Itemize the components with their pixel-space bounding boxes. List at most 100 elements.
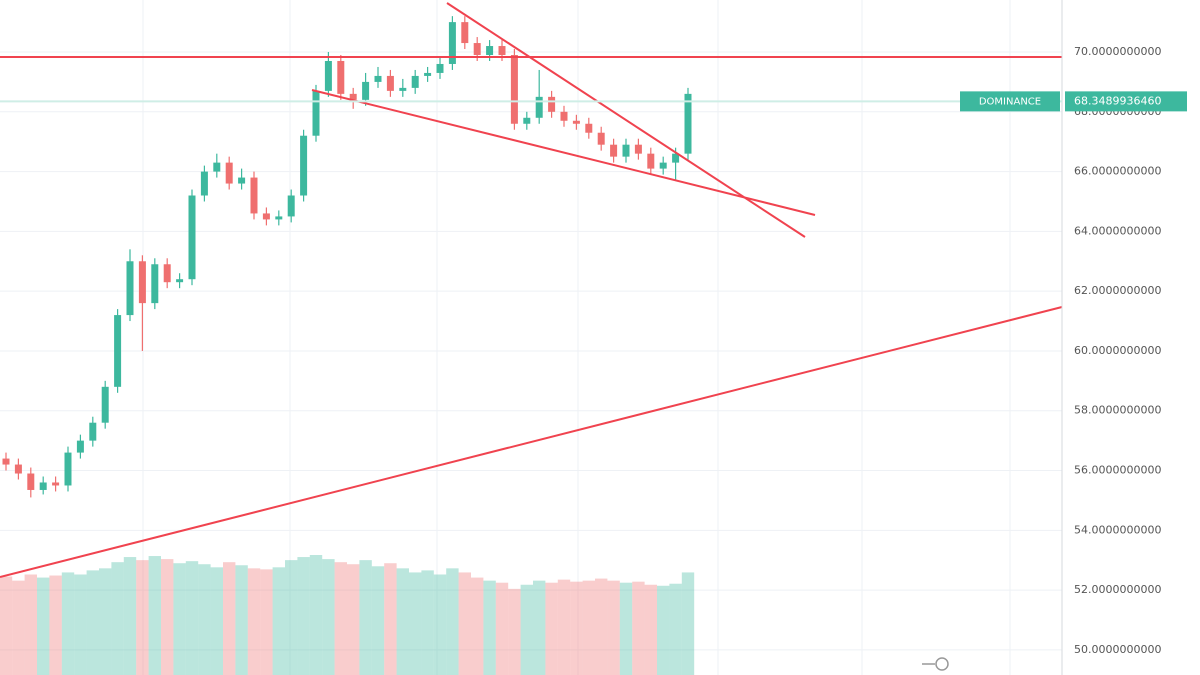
volume-bar	[681, 572, 695, 675]
volume-bar	[371, 566, 385, 675]
price-tag: DOMINANCE 68.3489936460	[0, 91, 1187, 112]
volume-bar	[446, 568, 459, 675]
candle-body	[684, 93, 692, 154]
volume-bar	[12, 580, 25, 675]
candle-body	[659, 162, 667, 169]
candle-body	[64, 452, 72, 486]
volume-bar	[61, 572, 75, 675]
volume-bar	[173, 563, 186, 675]
volume-bar	[384, 563, 397, 675]
price-grid	[0, 51, 1062, 651]
drawings	[0, 2, 1063, 578]
price-axis-labels: 50.0000000000 52.0000000000 54.0000000000 5…	[1074, 45, 1161, 656]
volume-bar	[111, 562, 124, 675]
volume-bar	[49, 575, 62, 675]
candle-body	[386, 75, 394, 91]
candle-body	[597, 132, 605, 145]
candle-body	[647, 153, 655, 169]
volume-bar	[347, 564, 360, 675]
volume-bar	[309, 555, 323, 675]
volume-bars	[0, 555, 695, 675]
candle-body	[188, 195, 196, 280]
candle-body	[473, 43, 481, 56]
candle-body	[250, 177, 258, 214]
candle-body	[262, 213, 270, 220]
volume-bar	[86, 570, 99, 675]
candle-body	[39, 482, 47, 490]
candle-body	[411, 75, 419, 88]
candle-body	[349, 93, 357, 100]
candle-body	[200, 171, 208, 196]
volume-bar	[508, 588, 521, 675]
candle-body	[535, 96, 543, 118]
candle-body	[337, 60, 345, 94]
volume-bar	[322, 559, 335, 675]
candle-body	[27, 473, 35, 490]
candle-body	[14, 464, 22, 474]
candle-body	[461, 22, 469, 44]
candle-body	[176, 279, 184, 283]
candle-body	[312, 90, 320, 136]
candle-body	[101, 386, 109, 423]
y-tick-label: 62.0000000000	[1074, 284, 1161, 297]
volume-bar	[99, 568, 112, 675]
candle-body	[138, 261, 146, 304]
volume-bar	[334, 562, 347, 675]
candle-body	[89, 422, 97, 441]
volume-bar	[520, 584, 533, 675]
volume-bar	[545, 582, 558, 675]
volume-bar	[471, 577, 484, 675]
y-tick-label: 52.0000000000	[1074, 583, 1161, 596]
candle-body	[151, 264, 159, 304]
volume-bar	[235, 565, 248, 675]
y-tick-label: 64.0000000000	[1074, 224, 1161, 237]
volume-bar	[272, 567, 285, 675]
volume-bar	[396, 568, 409, 675]
y-tick-label: 58.0000000000	[1074, 404, 1161, 417]
volume-bar	[285, 560, 298, 675]
volume-bar	[74, 574, 87, 675]
candle-body	[362, 81, 370, 100]
candle-body	[436, 63, 444, 73]
volume-bar	[632, 581, 645, 675]
candles	[2, 16, 692, 498]
y-tick-label: 66.0000000000	[1074, 165, 1161, 178]
candle-body	[374, 75, 382, 82]
candle-body	[76, 440, 84, 453]
candle-body	[622, 144, 630, 157]
volume-bar	[198, 564, 211, 675]
candle-body	[287, 195, 295, 217]
volume-bar	[533, 580, 546, 675]
candle-body	[560, 111, 568, 121]
volume-bar	[557, 579, 571, 675]
wedge-lower-line	[311, 89, 816, 216]
volume-bar	[185, 561, 199, 675]
candle-body	[510, 55, 518, 124]
candle-body	[610, 144, 618, 157]
volume-bar	[0, 576, 13, 675]
volume-bar	[409, 572, 422, 675]
symbol-tag: DOMINANCE	[979, 96, 1041, 107]
volume-bar	[24, 574, 37, 675]
volume-bar	[433, 574, 447, 675]
support-line	[0, 306, 1063, 578]
candle-body	[300, 135, 308, 196]
volume-bar	[644, 584, 657, 675]
volume-bar	[260, 569, 273, 675]
symbol-tag-box	[960, 91, 1060, 112]
last-price-label: 68.3489936460	[1074, 94, 1161, 107]
volume-bar	[136, 560, 149, 675]
candle-body	[238, 177, 246, 184]
candle-body	[213, 162, 221, 172]
volume-bar	[297, 557, 310, 675]
volume-bar	[607, 580, 620, 675]
volume-bar	[619, 582, 633, 675]
volume-bar	[483, 580, 496, 675]
logo	[922, 657, 949, 671]
candle-body	[2, 458, 10, 465]
volume-bar	[210, 567, 223, 675]
candle-body	[448, 22, 456, 64]
candle-body	[275, 216, 283, 220]
candle-body	[225, 162, 233, 184]
